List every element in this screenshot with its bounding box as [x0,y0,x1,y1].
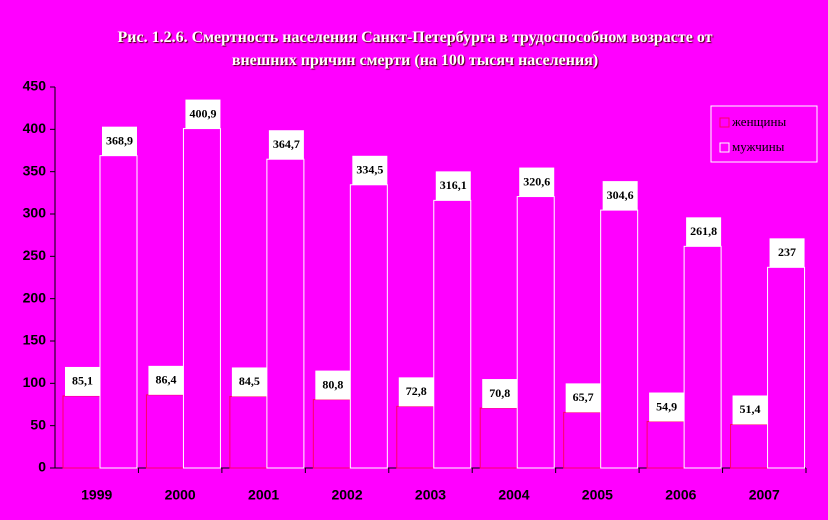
value-label: 368,9 [106,133,133,147]
value-label: 65,7 [573,390,594,404]
x-tick-label: 2001 [248,487,279,503]
legend-label: женщины [731,114,786,129]
value-label: 320,6 [523,174,550,188]
bar [600,209,639,469]
value-label: 86,4 [155,373,176,387]
value-label-box [435,171,471,201]
value-label-box [315,370,351,400]
value-label: 80,8 [322,377,343,391]
legend-swatch [719,142,730,153]
bar [646,421,685,469]
y-tick-label: 300 [23,205,47,221]
value-label-box [686,217,722,247]
y-tick-label: 350 [23,162,47,178]
x-tick-label: 2006 [665,487,696,503]
value-label: 70,8 [489,386,510,400]
bar [99,155,138,469]
bar [683,245,722,469]
value-label-box [649,392,685,422]
bar [266,158,305,469]
value-label-box [102,126,137,156]
value-label: 237 [778,245,796,259]
y-tick-label: 400 [23,120,47,136]
y-tick-label: 150 [23,332,47,348]
bar [767,266,806,469]
value-label: 85,1 [72,374,93,388]
bar [145,394,184,469]
value-label-box [732,395,768,425]
bar [516,196,555,469]
value-label-box [352,155,388,185]
x-tick-label: 2002 [331,487,362,503]
value-label: 84,5 [239,374,260,388]
value-label-box [482,379,518,409]
bar [563,411,602,469]
value-label: 261,8 [690,224,717,238]
x-tick-label: 1999 [81,487,112,503]
x-tick-label: 2004 [498,487,529,503]
value-label-box [185,99,221,129]
bar [182,128,221,469]
value-label-box [519,167,555,197]
value-label: 54,9 [656,399,677,413]
value-label-box [268,130,304,160]
bar [396,405,435,469]
legend-box [710,105,818,163]
value-label: 400,9 [189,106,216,120]
y-tick-label: 100 [23,374,47,390]
y-tick-label: 250 [23,247,47,263]
value-label: 51,4 [740,402,761,416]
y-tick-label: 0 [38,459,46,475]
y-tick-label: 50 [30,416,46,432]
legend-swatch [719,117,730,128]
bar [479,407,518,469]
x-tick-label: 2005 [582,487,613,503]
x-tick-label: 2000 [165,487,196,503]
y-tick-label: 450 [23,78,47,94]
value-label: 72,8 [406,384,427,398]
value-label: 304,6 [607,188,634,202]
value-label-box [565,383,601,413]
chart-title: Рис. 1.2.6. Смертность населения Санкт-П… [117,29,713,69]
x-tick-label: 2007 [749,487,780,503]
bar [433,199,472,469]
bar [229,395,268,469]
value-label: 334,5 [356,163,383,177]
value-label-box [398,377,434,407]
bar [312,399,351,469]
value-label-box [769,238,805,268]
value-label-box [602,181,638,211]
value-label-box [231,367,267,397]
legend-label: мужчины [732,139,785,154]
bar [349,184,388,469]
x-tick-label: 2003 [415,487,446,503]
value-label: 316,1 [440,178,467,192]
value-label: 364,7 [273,137,300,151]
value-label-box [65,366,100,396]
y-tick-label: 200 [23,289,47,305]
bar [62,395,101,469]
value-label-box [148,365,184,395]
bar [730,423,769,469]
